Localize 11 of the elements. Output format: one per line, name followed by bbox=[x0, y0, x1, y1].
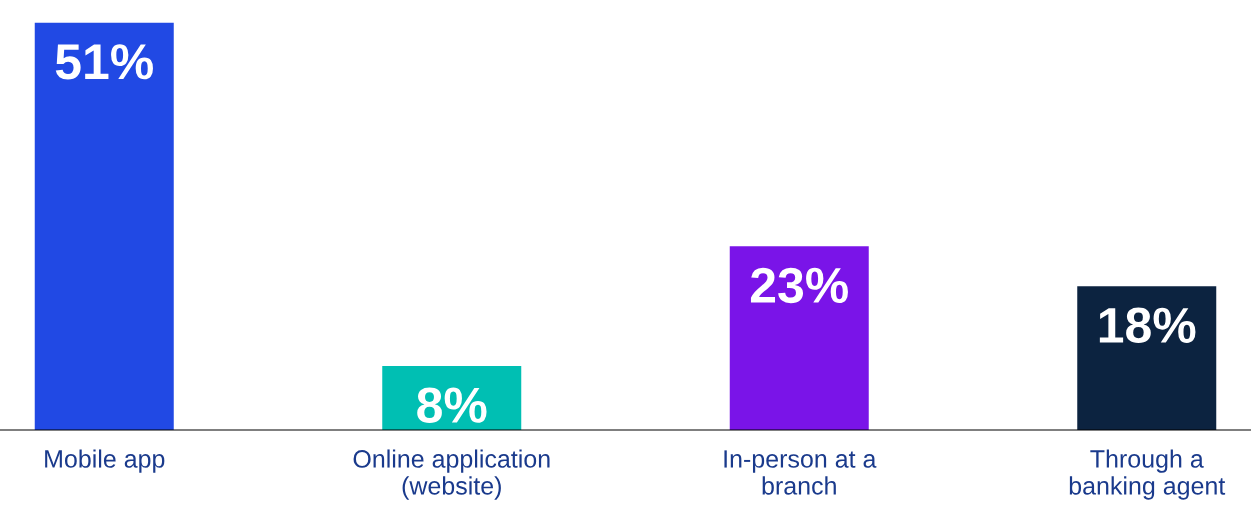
x-tick-label: Online application (website) bbox=[353, 449, 550, 500]
data-label: 23% bbox=[750, 267, 848, 304]
x-tick-label: Mobile app bbox=[45, 449, 165, 473]
bar bbox=[729, 246, 869, 430]
bar bbox=[1077, 286, 1217, 430]
x-tick-label: Through a banking agent bbox=[1069, 449, 1226, 500]
bar bbox=[34, 22, 174, 430]
data-label: 51% bbox=[55, 44, 153, 80]
data-label: 18% bbox=[1099, 307, 1196, 344]
data-label: 8% bbox=[417, 387, 487, 423]
x-tick-label: In-person at a branch bbox=[724, 450, 877, 495]
